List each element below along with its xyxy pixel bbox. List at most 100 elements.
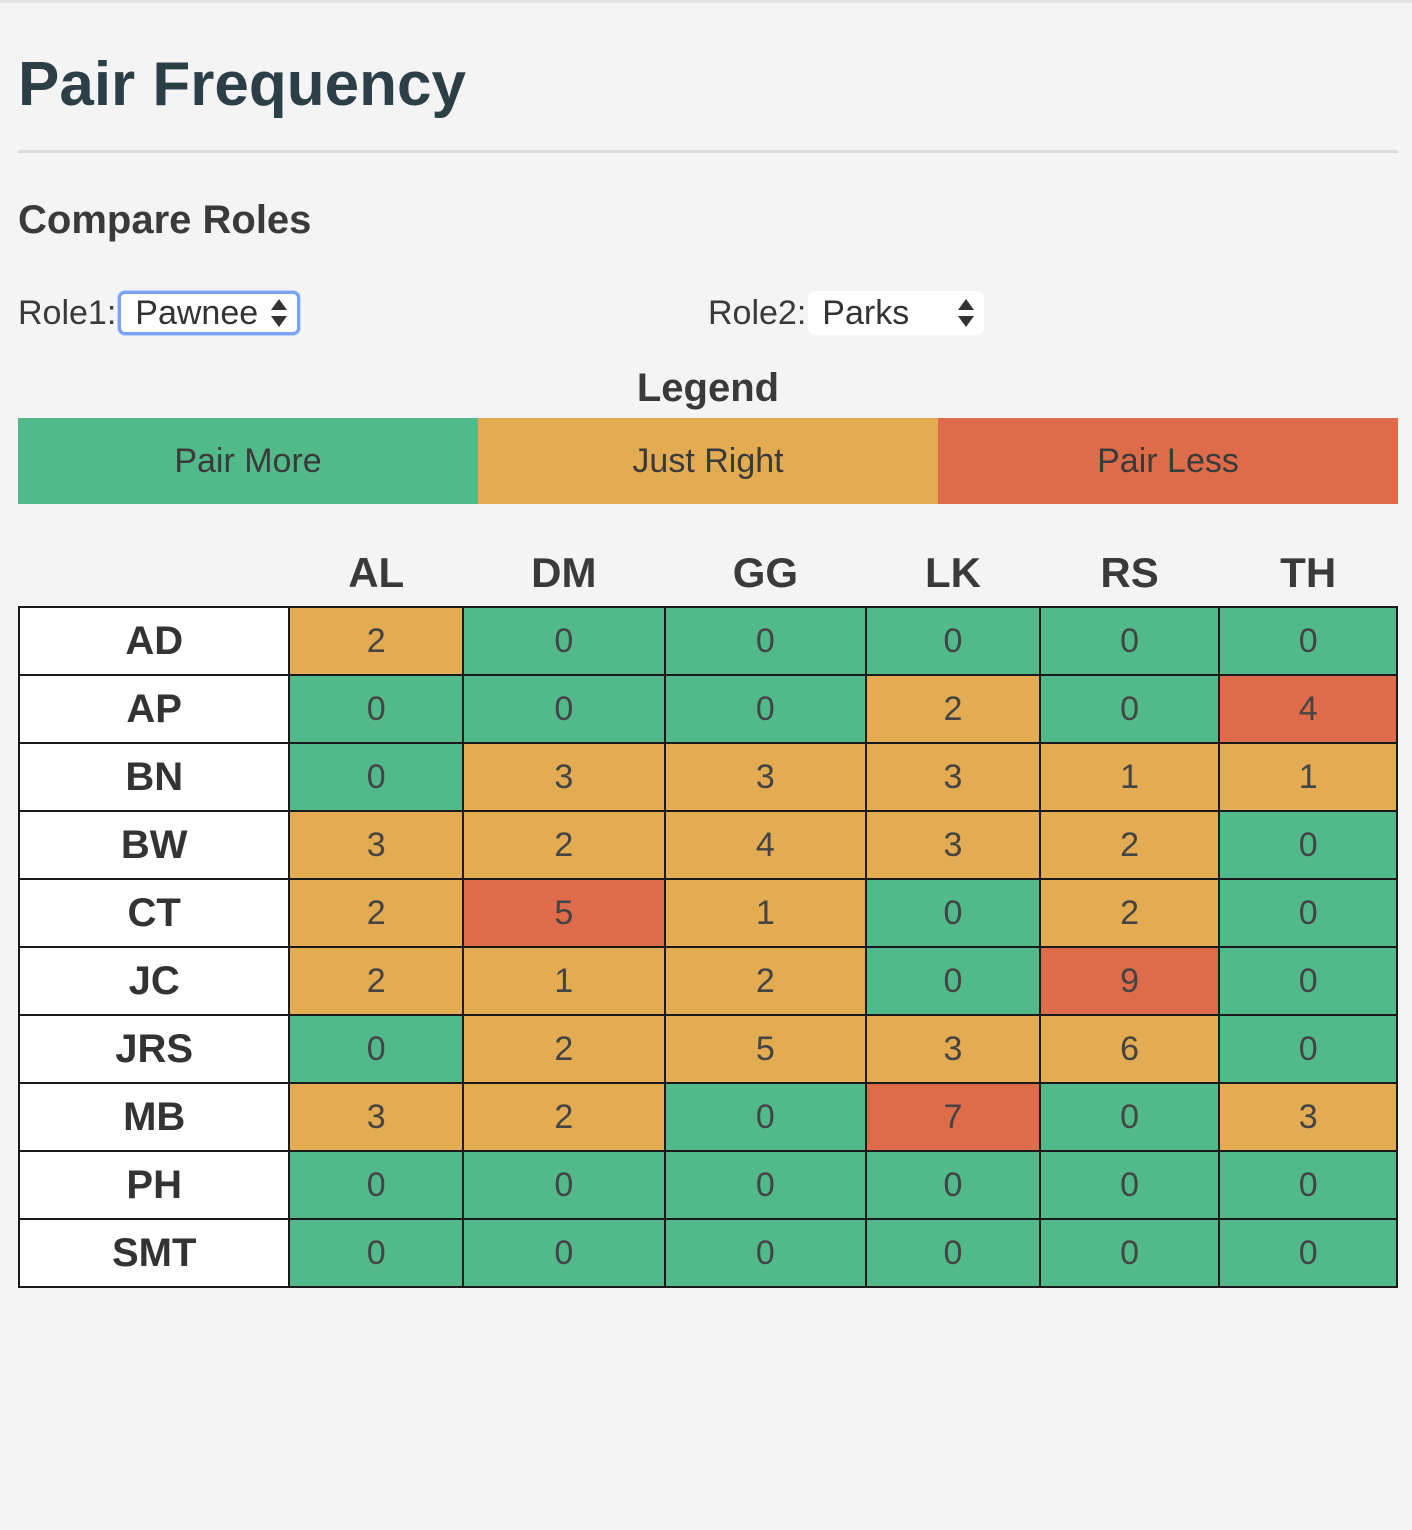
row-header-ph: PH [17,1150,291,1220]
row-header-ap: AP [17,674,291,744]
page-title: Pair Frequency [18,50,466,119]
frequency-cell: 0 [1218,1150,1398,1220]
frequency-cell: 2 [288,606,465,676]
column-header-dm: DM [531,549,597,596]
frequency-cell: 9 [1038,946,1221,1016]
frequency-cell: 0 [288,742,465,812]
legend-item-just-right: Just Right [478,418,938,504]
frequency-cell: 3 [1218,1082,1398,1152]
role1-group: Role1: Pawnee [18,288,301,338]
frequency-cell: 3 [288,1082,465,1152]
legend-item-pair-more: Pair More [18,418,478,504]
role1-selected-value: Pawnee [135,293,259,332]
table-corner [19,540,289,607]
legend-item-pair-less: Pair Less [938,418,1398,504]
column-header-rs: RS [1100,549,1159,596]
role-selectors: Role1: Pawnee Role2: Parks [18,288,1398,338]
frequency-cell: 0 [865,1150,1041,1220]
frequency-cell: 0 [288,1218,465,1288]
row-header-mb: MB [17,1082,291,1152]
frequency-cell: 0 [288,1150,465,1220]
title-divider [18,150,1398,153]
frequency-cell: 0 [663,1150,868,1220]
frequency-cell: 3 [865,810,1041,880]
frequency-cell: 0 [1218,946,1398,1016]
role1-select[interactable]: Pawnee [118,291,301,335]
frequency-cell: 0 [1038,1082,1221,1152]
frequency-cell: 0 [1038,674,1221,744]
frequency-cell: 0 [865,878,1041,948]
frequency-cell: 1 [1038,742,1221,812]
row-header-jc: JC [17,946,291,1016]
column-header-lk: LK [924,549,981,596]
table-row: BN 0 3 3 3 1 1 [17,742,1398,812]
frequency-cell: 6 [1038,1014,1221,1084]
table-row: SMT 0 0 0 0 0 0 [17,1218,1398,1288]
table-row: MB 3 2 0 7 0 3 [17,1082,1398,1152]
frequency-cell: 7 [865,1082,1041,1152]
frequency-cell: 4 [1218,674,1398,744]
role2-label: Role2: [708,293,807,332]
frequency-cell: 3 [288,810,465,880]
section-title: Compare Roles [18,198,312,242]
frequency-cell: 0 [1218,810,1398,880]
frequency-cell: 0 [462,606,666,676]
frequency-cell: 2 [865,674,1041,744]
role2-select[interactable]: Parks [808,291,985,335]
frequency-cell: 0 [1218,1218,1398,1288]
frequency-cell: 2 [462,1082,666,1152]
frequency-cell: 0 [1038,1218,1221,1288]
frequency-cell: 3 [865,742,1041,812]
table-row: JRS 0 2 5 3 6 0 [17,1014,1398,1084]
frequency-cell: 3 [663,742,868,812]
table-row: AP 0 0 0 2 0 4 [17,674,1398,744]
table-row: BW 3 2 4 3 2 0 [17,810,1398,880]
frequency-cell: 0 [663,1218,868,1288]
role2-group: Role2: Parks [708,288,985,338]
table-row: CT 2 5 1 0 2 0 [17,878,1398,948]
pair-frequency-table: AL DM GG LK RS TH AD 2 0 0 0 0 0 AP 0 0 0 2 0 4 BN 0 3 3 3 1 1 BW 3… [17,540,1398,1288]
frequency-cell: 1 [1218,742,1398,812]
row-header-smt: SMT [17,1218,291,1288]
select-arrows-icon [958,298,975,328]
frequency-cell: 2 [462,810,666,880]
frequency-cell: 2 [288,878,465,948]
frequency-cell: 0 [1218,1014,1398,1084]
frequency-cell: 0 [663,606,868,676]
column-header-gg: GG [732,549,799,596]
column-header-al: AL [348,549,405,596]
frequency-cell: 1 [462,946,666,1016]
frequency-cell: 0 [462,1150,666,1220]
frequency-cell: 1 [663,878,868,948]
frequency-cell: 0 [865,1218,1041,1288]
row-header-bw: BW [17,810,291,880]
frequency-cell: 2 [288,946,465,1016]
legend-bar: Pair More Just Right Pair Less [18,418,1398,504]
row-header-bn: BN [17,742,291,812]
frequency-cell: 0 [865,946,1041,1016]
row-header-jrs: JRS [17,1014,291,1084]
frequency-cell: 5 [663,1014,868,1084]
column-header-th: TH [1280,549,1337,596]
legend-title: Legend [636,366,780,410]
select-arrows-icon [271,298,288,328]
frequency-cell: 0 [288,1014,465,1084]
frequency-cell: 0 [288,674,465,744]
frequency-cell: 0 [462,1218,666,1288]
table-row: AD 2 0 0 0 0 0 [17,606,1398,676]
frequency-cell: 0 [1038,606,1221,676]
frequency-cell: 0 [865,606,1041,676]
row-header-ad: AD [17,606,291,676]
top-border [0,0,1412,3]
role1-label: Role1: [18,293,117,332]
frequency-cell: 0 [663,674,868,744]
row-header-ct: CT [17,878,291,948]
table-header-row: AL DM GG LK RS TH [19,540,1397,607]
frequency-cell: 0 [1218,606,1398,676]
table-row: JC 2 1 2 0 9 0 [17,946,1398,1016]
frequency-cell: 3 [865,1014,1041,1084]
frequency-cell: 3 [462,742,666,812]
pair-frequency-table-wrapper: AL DM GG LK RS TH AD 2 0 0 0 0 0 AP 0 0 0 2 0 4 BN 0 3 3 3 1 1 BW 3… [17,540,1398,1288]
frequency-cell: 0 [462,674,666,744]
table-row: PH 0 0 0 0 0 0 [17,1150,1398,1220]
